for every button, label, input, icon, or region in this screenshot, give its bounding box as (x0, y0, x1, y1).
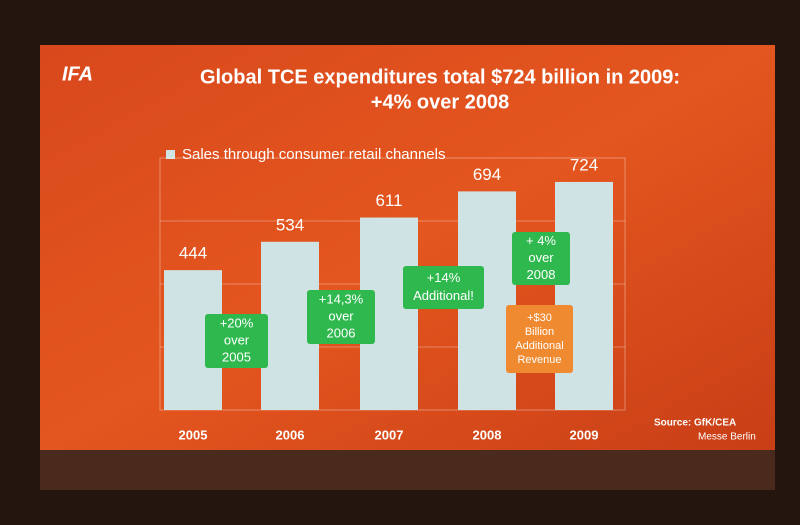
value-label: 534 (276, 215, 304, 234)
annotation-text: Additional! (413, 288, 474, 303)
annotation-box (512, 232, 570, 285)
value-label: 444 (179, 244, 207, 263)
annotation-text: 2005 (222, 349, 251, 364)
annotation-text: over (528, 250, 554, 265)
annotation-text: +14% (427, 270, 461, 285)
publisher: Messe Berlin (698, 432, 756, 443)
annotation-text: over (328, 308, 354, 323)
value-label: 611 (375, 191, 402, 210)
annotation-text: Additional (515, 340, 563, 352)
x-tick-label: 2006 (276, 427, 305, 442)
x-tick-label: 2008 (473, 427, 502, 442)
value-label: 694 (473, 165, 501, 184)
annotation-box (307, 290, 375, 344)
x-tick-label: 2009 (570, 427, 599, 442)
annotation-text: Billion (525, 326, 554, 338)
chart-title: +4% over 2008 (371, 91, 509, 113)
x-tick-label: 2005 (179, 427, 208, 442)
annotation-text: +14,3% (319, 291, 364, 306)
legend-label: Sales through consumer retail channels (182, 146, 445, 163)
annotation-text: Revenue (517, 354, 561, 366)
legend-swatch (166, 150, 175, 159)
bar (555, 181, 613, 410)
annotation-box (506, 305, 573, 373)
annotation-text: + 4% (526, 233, 556, 248)
annotation-box (205, 314, 268, 368)
chart-title: Global TCE expenditures total $724 billi… (200, 66, 680, 88)
annotation-text: +$30 (527, 312, 552, 324)
annotation-text: +20% (220, 315, 254, 330)
annotation-text: 2008 (527, 267, 556, 282)
annotation-text: over (224, 332, 250, 347)
logo: IFA (62, 63, 93, 85)
x-tick-label: 2007 (375, 427, 404, 442)
source: Source: GfK/CEA (654, 418, 736, 429)
annotation-text: 2006 (327, 325, 356, 340)
annotation-box (403, 266, 484, 309)
value-label: 724 (570, 155, 598, 174)
slide-shadow (40, 450, 775, 490)
